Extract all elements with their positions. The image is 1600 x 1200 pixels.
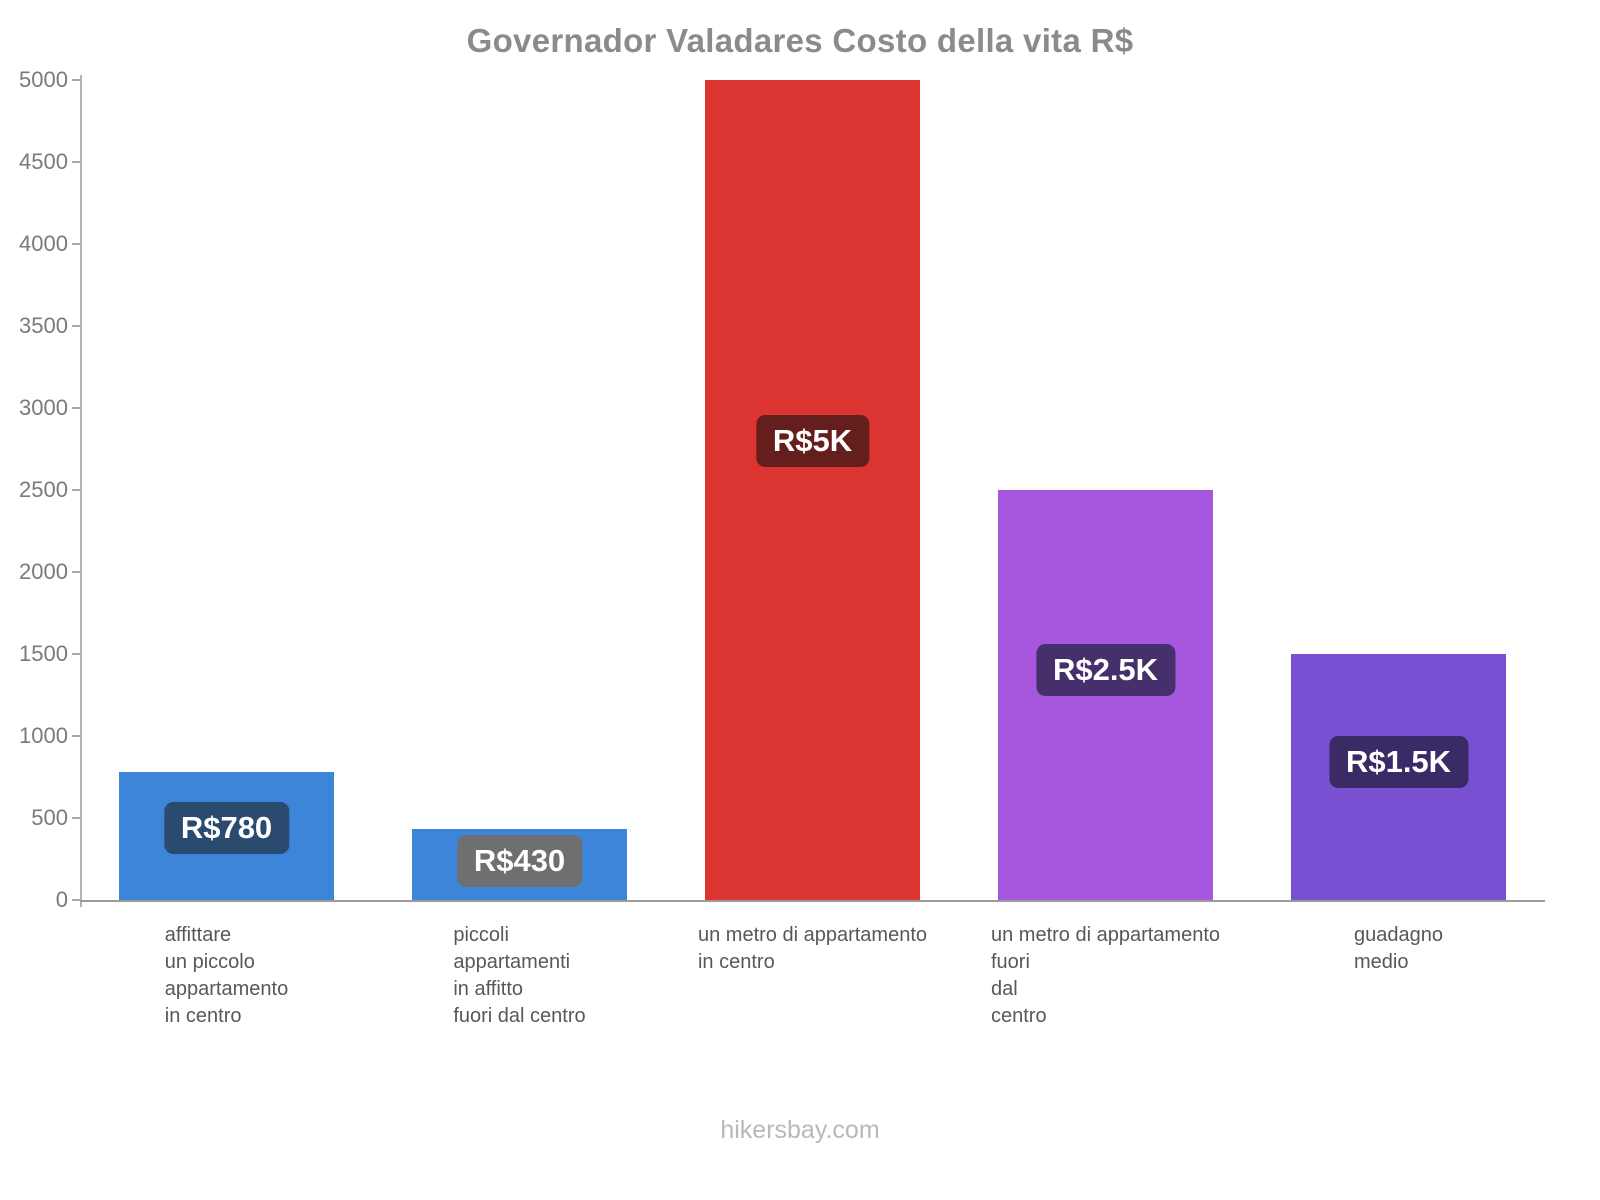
bar-value-label: R$5K (755, 414, 870, 467)
y-tick-mark (72, 489, 80, 491)
y-tick-mark (72, 653, 80, 655)
x-category-label-text: guadagno medio (1354, 924, 1443, 973)
watermark-text: hikersbay.com (720, 1116, 880, 1144)
y-tick-label: 1500 (19, 641, 68, 666)
y-tick-mark (72, 325, 80, 327)
y-tick-label: 3000 (19, 395, 68, 420)
chart-title: Governador Valadares Costo della vita R$ (466, 22, 1134, 59)
bar-value-label: R$430 (456, 834, 583, 887)
x-category-label-text: un metro di appartamento fuori dal centro (990, 924, 1221, 1027)
bar-value-label: R$2.5K (1035, 644, 1176, 697)
x-category-label: guadagno medio (1252, 922, 1545, 976)
y-tick-label: 1000 (19, 723, 68, 748)
y-tick-mark (72, 735, 80, 737)
x-category-label: affittare un piccolo appartamento in centro (80, 922, 373, 1030)
y-tick-label: 2000 (19, 559, 68, 584)
x-category-label: un metro di appartamento in centro (666, 922, 959, 976)
y-axis-spine (80, 75, 82, 907)
y-tick-label: 4000 (19, 231, 68, 256)
y-tick-mark (72, 79, 80, 81)
x-category-label-text: un metro di appartamento in centro (697, 924, 928, 973)
y-tick-label: 2500 (19, 477, 68, 502)
y-tick-mark (72, 817, 80, 819)
bar-value-label: R$1.5K (1328, 736, 1469, 789)
y-tick-mark (72, 161, 80, 163)
y-tick-mark (72, 899, 80, 901)
x-category-label-text: affittare un piccolo appartamento in centro (164, 924, 289, 1027)
y-tick-label: 0 (55, 887, 68, 912)
y-tick-label: 500 (31, 805, 68, 830)
y-tick-mark (72, 407, 80, 409)
bar-value-label: R$780 (163, 802, 290, 855)
y-tick-label: 4500 (19, 149, 68, 174)
y-tick-mark (72, 571, 80, 573)
y-tick-label: 5000 (19, 67, 68, 92)
x-category-label-text: piccoli appartamenti in affitto fuori dal c… (453, 924, 586, 1027)
x-category-label: piccoli appartamenti in affitto fuori dal c… (373, 922, 666, 1030)
y-tick-label: 3500 (19, 313, 68, 338)
y-tick-mark (72, 243, 80, 245)
x-axis-line (80, 900, 1545, 902)
x-category-label: un metro di appartamento fuori dal centro (959, 922, 1252, 1030)
bar (705, 80, 920, 900)
